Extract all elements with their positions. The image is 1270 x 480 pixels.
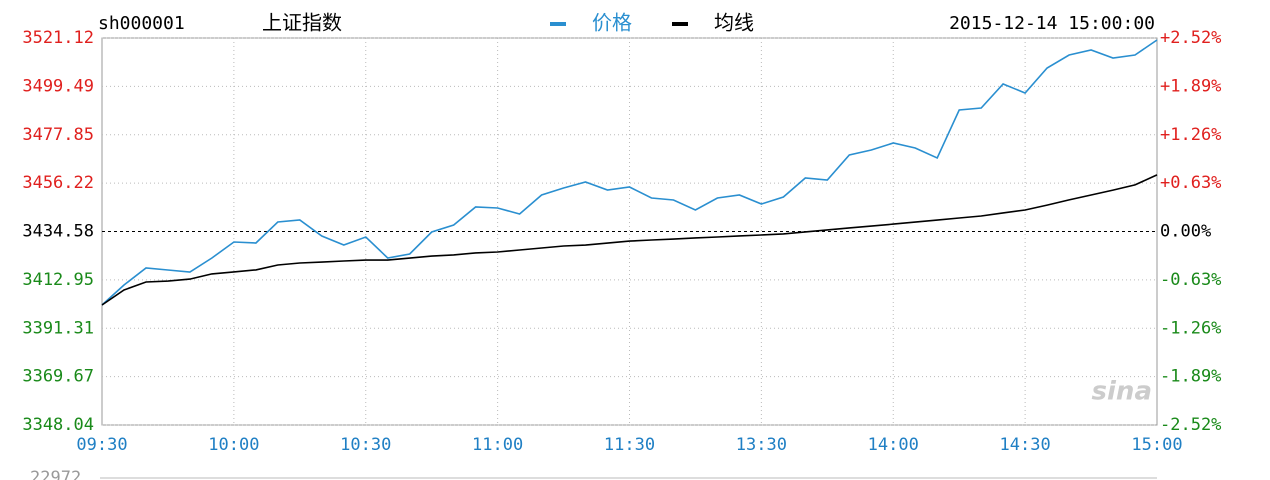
y2-tick-label: +2.52% [1160,28,1221,48]
y2-tick-label: +1.89% [1160,76,1221,96]
x-tick-label: 14:30 [1000,435,1051,455]
x-tick-label: 09:30 [76,435,127,455]
y2-tick-label: +0.63% [1160,173,1221,193]
symbol: sh000001 [98,13,185,34]
y2-tick-label: -2.52% [1160,415,1221,435]
y2-tick-label: -0.63% [1160,270,1221,290]
y2-tick-label: -1.89% [1160,367,1221,387]
y-tick-label: 3477.85 [22,125,94,145]
series-line [101,39,1158,306]
x-tick-label: 11:00 [472,435,523,455]
y-tick-label: 3456.22 [22,173,94,193]
y2-tick-label: -1.26% [1160,318,1221,338]
y-tick-label: 3348.04 [22,415,94,435]
x-tick-label: 14:00 [868,435,919,455]
volume-label: 22972 [30,468,81,480]
legend-label: 均线 [714,11,754,35]
y2-tick-label: 0.00% [1160,222,1211,242]
y-tick-label: 3412.95 [22,270,94,290]
legend-label: 价格 [592,11,632,35]
y-tick-label: 3521.12 [22,28,94,48]
series-line [101,174,1158,306]
y2-tick-label: +1.26% [1160,125,1221,145]
x-tick-label: 15:00 [1131,435,1182,455]
y-tick-label: 3369.67 [22,367,94,387]
x-tick-label: 10:00 [208,435,259,455]
x-tick-label: 13:30 [736,435,787,455]
y-tick-label: 3434.58 [22,222,94,242]
chart-title: 上证指数 [262,11,342,35]
watermark: sina [1092,377,1152,407]
x-tick-label: 10:30 [340,435,391,455]
y-tick-label: 3391.31 [22,318,94,338]
datetime: 2015-12-14 15:00:00 [949,13,1155,34]
x-tick-label: 11:30 [604,435,655,455]
y-tick-label: 3499.49 [22,76,94,96]
